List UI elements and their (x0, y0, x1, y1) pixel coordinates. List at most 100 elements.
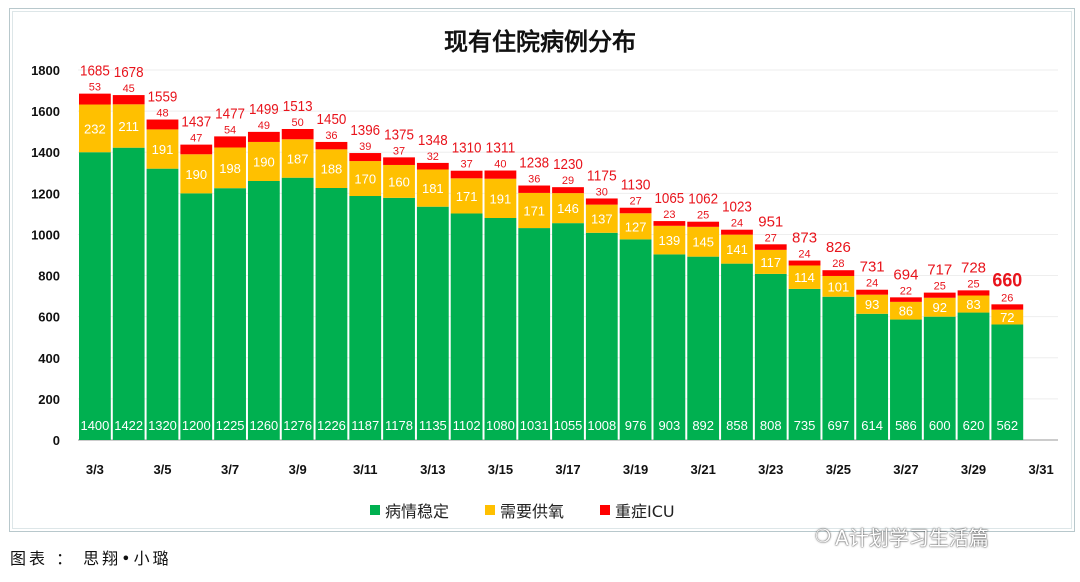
data-label: 187 (287, 151, 309, 166)
bar-icu (315, 141, 348, 150)
bar-oxygen (281, 139, 314, 178)
legend-label: 病情稳定 (385, 502, 450, 521)
data-label: 45 (123, 83, 135, 95)
data-label: 211 (118, 119, 139, 134)
data-label: 976 (625, 418, 647, 433)
bar-icu (991, 304, 1024, 310)
data-label: 171 (456, 189, 478, 204)
bar-stable (687, 256, 720, 440)
bar-stable (146, 168, 179, 440)
x-tick-label: 3/7 (221, 462, 239, 477)
data-label: 27 (629, 196, 641, 208)
data-label: 48 (156, 108, 168, 120)
x-tick-label: 3/9 (289, 462, 307, 477)
bar-stable (957, 312, 990, 440)
chart-inner-frame (12, 11, 1072, 529)
data-label: 146 (557, 201, 579, 216)
x-tick-label: 3/19 (623, 462, 648, 477)
bar-icu (79, 93, 111, 105)
legend-swatch (600, 505, 611, 515)
data-label: 86 (899, 304, 913, 319)
data-label: 1055 (554, 418, 583, 433)
data-label: 92 (932, 300, 946, 315)
total-label: 1678 (114, 64, 144, 81)
total-label: 1311 (486, 140, 516, 157)
bar-stable (923, 316, 956, 440)
legend-item-icu: 重症ICU (600, 498, 675, 522)
caption: 图表 ： 思翔•小璐 (10, 549, 172, 568)
data-label: 50 (292, 117, 304, 129)
bar-icu (247, 131, 280, 142)
bar-icu (180, 144, 213, 155)
total-label: 1375 (384, 126, 414, 143)
data-label: 32 (427, 151, 439, 163)
total-label: 1477 (215, 105, 245, 122)
bar-oxygen (552, 193, 584, 224)
bar-oxygen (315, 149, 348, 188)
data-label: 137 (591, 212, 613, 227)
bar-icu (383, 157, 415, 165)
data-label: 83 (966, 297, 980, 312)
total-label: 728 (961, 259, 986, 276)
data-label: 54 (224, 124, 236, 136)
bar-stable (788, 288, 821, 440)
bar-icu (957, 290, 990, 296)
y-tick-label: 1400 (31, 145, 60, 160)
total-label: 1023 (722, 199, 752, 216)
data-label: 892 (692, 418, 714, 433)
total-label: 1130 (621, 177, 651, 194)
bar-oxygen (991, 309, 1024, 325)
total-label: 826 (826, 239, 851, 256)
total-label: 951 (758, 213, 783, 230)
bar-stable (315, 187, 348, 440)
total-label: 1348 (418, 132, 448, 149)
data-label: 1226 (317, 418, 346, 433)
legend-label: 需要供氧 (500, 502, 565, 521)
data-label: 37 (393, 145, 405, 157)
bar-oxygen (653, 225, 686, 255)
total-label: 1499 (249, 101, 279, 118)
data-label: 25 (697, 210, 709, 222)
data-label: 562 (996, 418, 1018, 433)
bar-icu (619, 207, 652, 214)
y-tick-label: 200 (38, 392, 60, 407)
data-label: 145 (692, 235, 714, 250)
bar-stable (991, 324, 1024, 440)
legend-swatch (485, 505, 496, 515)
data-label: 1187 (351, 418, 379, 433)
x-tick-label: 3/23 (758, 462, 783, 477)
bar-icu (585, 198, 618, 205)
legend-label: 重症ICU (615, 502, 675, 521)
bar-stable (890, 319, 922, 440)
wechat-icon: ❍ (815, 526, 832, 547)
total-label: 1175 (587, 167, 617, 184)
y-tick-label: 1800 (31, 63, 60, 78)
bar-oxygen (416, 169, 449, 207)
bar-icu (552, 187, 584, 194)
y-tick-label: 800 (38, 269, 60, 284)
data-label: 36 (528, 174, 540, 186)
bar-oxygen (349, 161, 382, 197)
data-label: 735 (794, 418, 816, 433)
data-label: 26 (1001, 292, 1013, 304)
bar-oxygen (450, 178, 483, 214)
total-label: 694 (893, 266, 918, 283)
bar-oxygen (585, 204, 618, 233)
total-label: 660 (992, 270, 1022, 291)
bar-oxygen (247, 141, 280, 181)
x-tick-label: 3/29 (961, 462, 986, 477)
data-label: 160 (388, 174, 410, 189)
x-tick-label: 3/3 (86, 462, 104, 477)
y-tick-label: 1000 (31, 227, 60, 242)
bar-icu (653, 221, 686, 226)
bar-icu (281, 128, 314, 140)
bar-oxygen (619, 213, 652, 240)
legend-item-oxygen: 需要供氧 (485, 498, 564, 522)
data-label: 1178 (385, 418, 413, 433)
data-label: 28 (832, 258, 844, 270)
bar-icu (687, 221, 720, 227)
data-label: 141 (726, 242, 748, 257)
total-label: 731 (860, 259, 885, 276)
bar-icu (856, 289, 889, 295)
